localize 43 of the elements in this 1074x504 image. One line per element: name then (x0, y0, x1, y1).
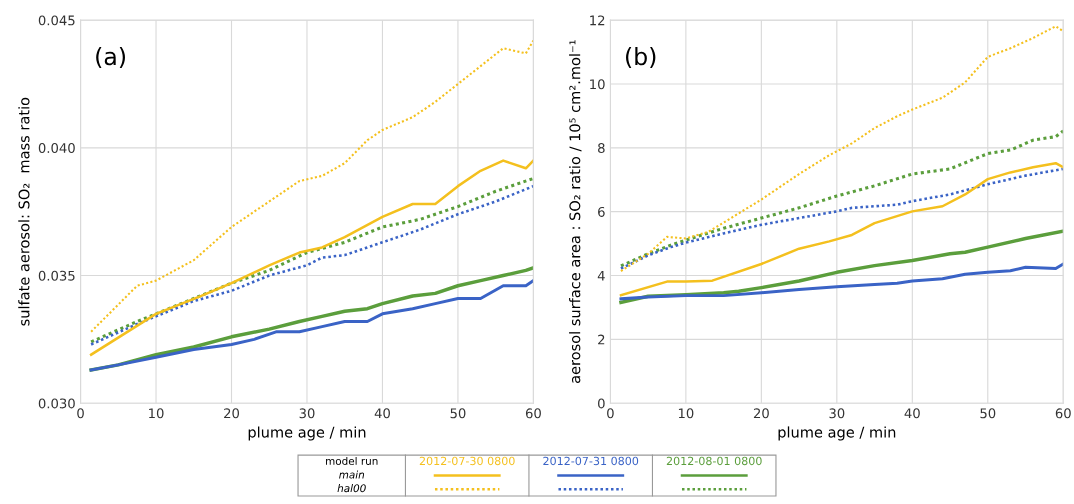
legend-title: model run (326, 456, 378, 465)
x-tick-label: 40 (904, 408, 920, 419)
y-tick-label: 8 (598, 143, 605, 154)
x-tick-label: 10 (678, 408, 694, 419)
y-tick-label: 2 (598, 334, 605, 345)
x-tick-label: 30 (299, 408, 315, 419)
y-tick-label: 6 (598, 206, 605, 217)
text: 2012-08-01 0800 (666, 456, 762, 466)
y-axis-title: sulfate aerosol: SO₂ mass ratio (18, 97, 30, 326)
y-tick-label: 12 (590, 15, 605, 26)
text: main (339, 470, 365, 479)
line-series (619, 262, 1064, 301)
x-tick-label: 10 (149, 408, 164, 419)
y-tick-label: 0 (598, 398, 605, 409)
text: hal00 (337, 484, 366, 493)
x-tick-label: 40 (374, 408, 390, 419)
y-tick-label: 0.035 (38, 270, 75, 281)
x-tick-label: 20 (753, 408, 769, 419)
y-tick-label: 10 (590, 79, 605, 90)
x-axis-title: plume age / min (248, 426, 366, 441)
line-series (619, 25, 1064, 273)
x-tick-label: 20 (224, 408, 240, 419)
line-series (619, 167, 1064, 270)
x-tick-label: 30 (829, 408, 845, 419)
x-tick-label: 50 (450, 408, 466, 419)
y-axis-title: aerosol surface area : SO₂ ratio / 10⁵ cm².mol⁻¹ (569, 40, 582, 384)
x-tick-label: 0 (77, 408, 84, 419)
x-tick-label: 60 (1055, 408, 1071, 419)
text: (a) (96, 47, 125, 69)
y-tick-label: 4 (597, 270, 605, 281)
x-axis-title: plume age / min (778, 426, 896, 441)
y-tick-label: 0.045 (38, 15, 75, 26)
text: 2012-07-30 0800 (419, 456, 515, 466)
text: (b) (626, 46, 656, 69)
line-series (90, 39, 534, 333)
x-tick-label: 60 (525, 408, 541, 419)
y-tick-label: 0.030 (38, 398, 75, 409)
line-series (619, 129, 1064, 268)
line-series (619, 161, 1064, 297)
x-tick-label: 50 (980, 408, 996, 419)
y-tick-label: 0.040 (38, 143, 75, 154)
x-tick-label: 0 (607, 408, 614, 419)
text: 2012-07-31 0800 (543, 456, 639, 466)
